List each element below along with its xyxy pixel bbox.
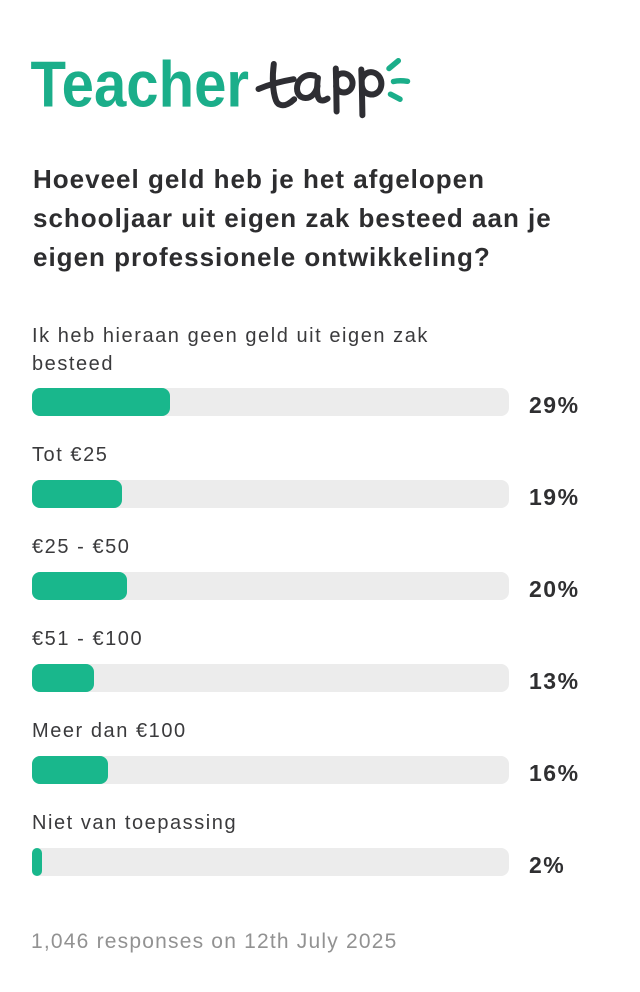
svg-text:Teacher: Teacher	[31, 52, 250, 121]
